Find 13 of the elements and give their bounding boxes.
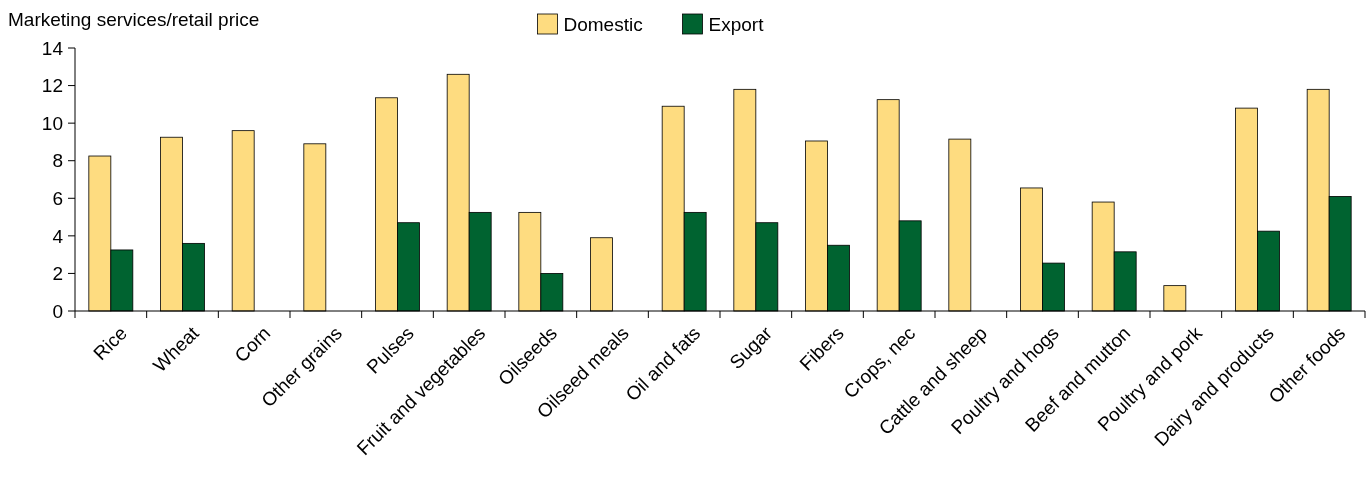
legend-label: Domestic [563, 13, 643, 35]
y-tick-label: 4 [52, 225, 64, 247]
y-tick-label: 6 [52, 187, 63, 209]
x-tick-label: Rice [89, 322, 132, 365]
y-tick-label: 10 [41, 112, 63, 134]
y-tick-label: 0 [52, 300, 63, 322]
y-tick-label: 8 [52, 150, 63, 172]
y-tick-label: 2 [52, 263, 63, 285]
y-tick-label: 12 [41, 75, 63, 97]
y-axis-title: Marketing services/retail price [8, 9, 260, 30]
legend-label: Export [708, 13, 765, 35]
x-tick-label: Corn [230, 322, 275, 367]
y-tick-label: 14 [41, 37, 64, 59]
